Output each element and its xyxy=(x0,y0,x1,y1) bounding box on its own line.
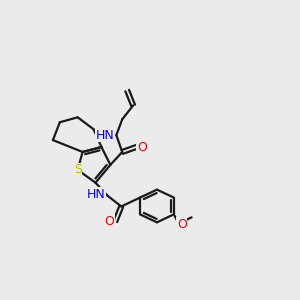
Text: HN: HN xyxy=(87,188,105,201)
Text: S: S xyxy=(74,163,82,176)
Text: HN: HN xyxy=(96,129,114,142)
Text: O: O xyxy=(177,218,187,231)
Text: O: O xyxy=(137,140,147,154)
Text: O: O xyxy=(104,215,114,228)
